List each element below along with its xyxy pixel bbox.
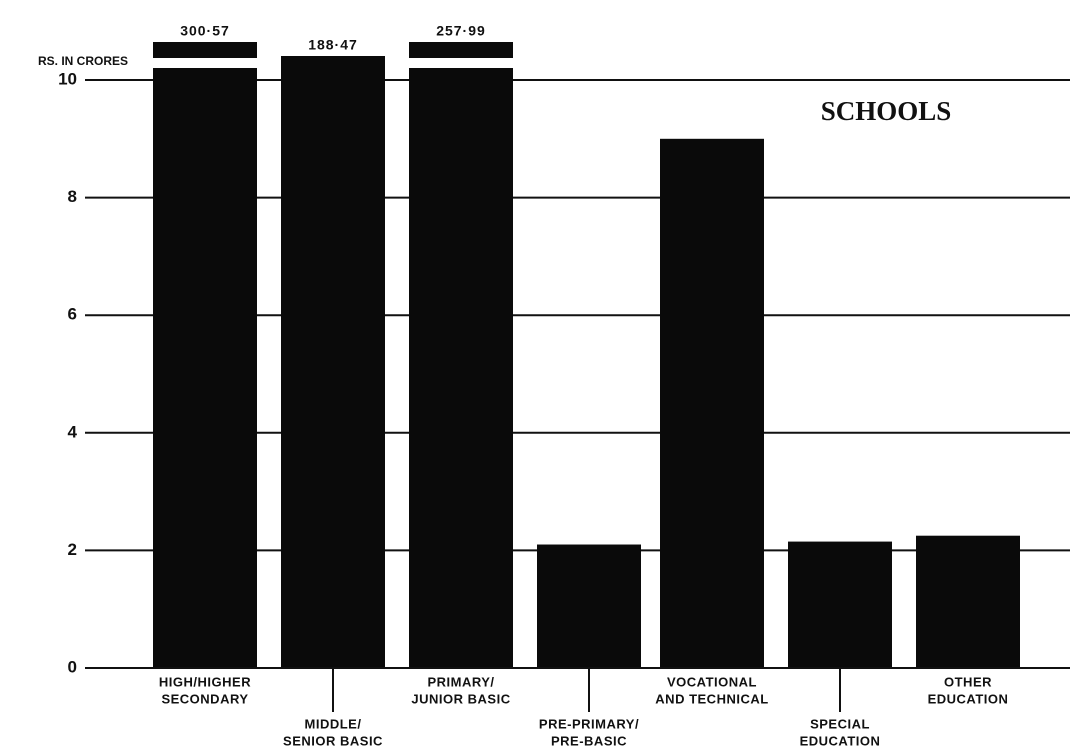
x-tick-label: AND TECHNICAL (655, 691, 768, 706)
x-tick-label: SECONDARY (161, 691, 248, 706)
bar-break-cap (409, 42, 513, 58)
bar-break-cap (281, 56, 385, 72)
y-axis-label: RS. IN CRORES (38, 54, 128, 68)
bar (281, 68, 385, 668)
x-tick-label: OTHER (944, 674, 992, 689)
bar (916, 535, 1020, 668)
y-tick-label: 0 (68, 657, 77, 676)
x-tick-label: JUNIOR BASIC (411, 691, 510, 706)
x-tick-label: SPECIAL (810, 716, 870, 731)
x-tick-label: PRE-BASIC (551, 733, 627, 748)
bar-break-cap (153, 42, 257, 58)
x-tick-label: EDUCATION (800, 733, 881, 748)
value-label: 257·99 (436, 23, 486, 39)
value-label: 300·57 (180, 23, 230, 39)
y-tick-label: 4 (68, 422, 78, 441)
bar (153, 68, 257, 668)
x-tick-label: PRIMARY/ (427, 674, 494, 689)
x-tick-label: HIGH/HIGHER (159, 674, 251, 689)
chart-title: SCHOOLS (821, 96, 952, 126)
bar (537, 544, 641, 668)
x-tick-label: EDUCATION (928, 691, 1009, 706)
bar (788, 541, 892, 668)
value-label: 188·47 (308, 37, 358, 53)
y-tick-label: 6 (68, 305, 77, 324)
y-tick-label: 2 (68, 540, 77, 559)
bar (409, 68, 513, 668)
x-tick-label: MIDDLE/ (305, 716, 362, 731)
x-tick-label: SENIOR BASIC (283, 733, 383, 748)
y-tick-label: 8 (68, 187, 77, 206)
x-tick-label: VOCATIONAL (667, 674, 757, 689)
bar (660, 138, 764, 669)
y-tick-label: 10 (58, 69, 77, 88)
x-tick-label: PRE-PRIMARY/ (539, 716, 639, 731)
